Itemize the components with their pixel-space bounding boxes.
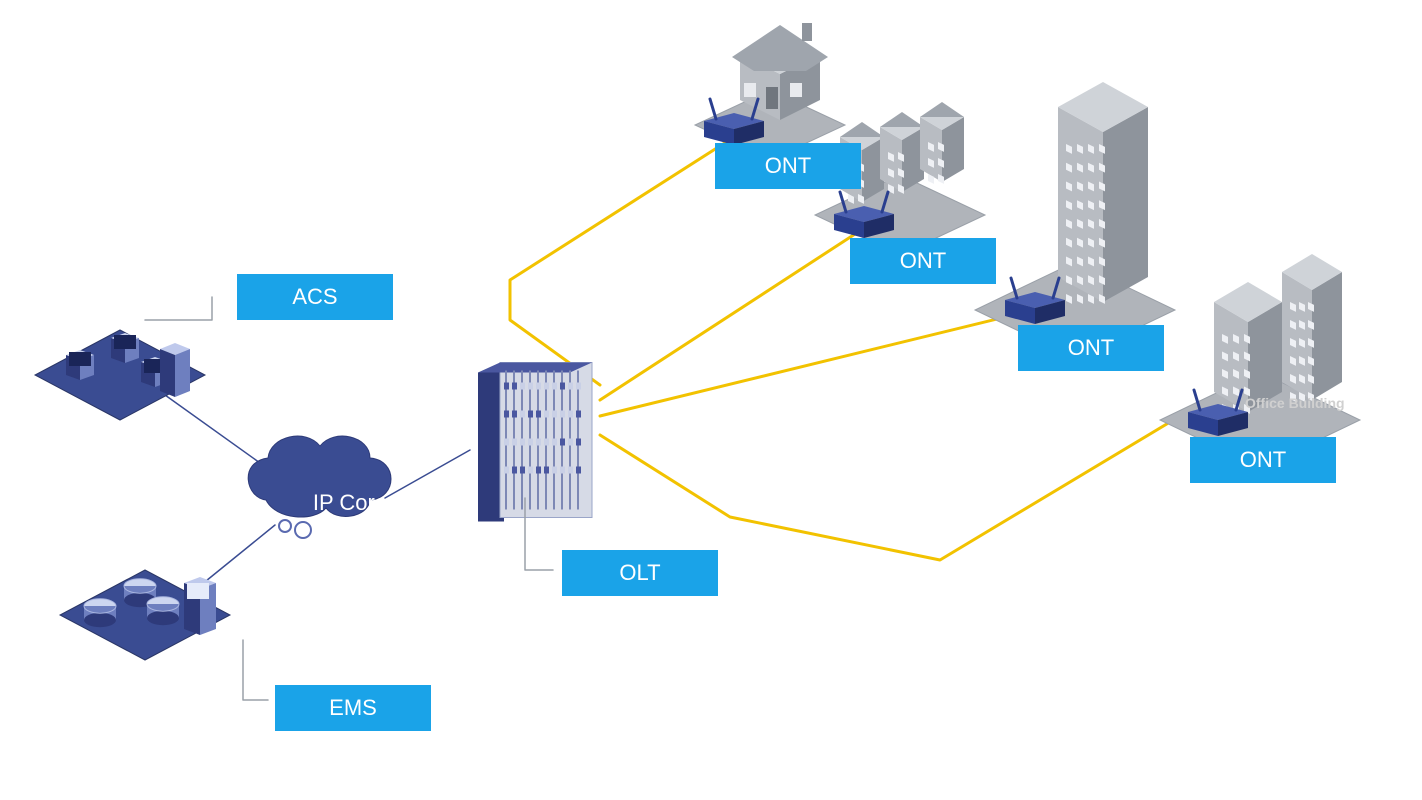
ems-label: EMS: [275, 685, 431, 731]
ont-office-label: ONT: [1190, 437, 1336, 483]
fiber-lines: [0, 0, 1422, 800]
ont-apartment-label: ONT: [850, 238, 996, 284]
ont-tower-label: ONT: [1018, 325, 1164, 371]
network-diagram: IP Core ACS EMS OLT ONT ONT ONT ONT Offi…: [0, 0, 1422, 800]
office-building-caption: Office Building: [1245, 395, 1345, 411]
device-art: [0, 0, 1422, 800]
olt-label: OLT: [562, 550, 718, 596]
leader-lines: [0, 0, 1422, 800]
ont-house-label: ONT: [715, 143, 861, 189]
ip-core-label: IP Core: [280, 490, 420, 516]
core-links: [0, 0, 1422, 800]
acs-label: ACS: [237, 274, 393, 320]
